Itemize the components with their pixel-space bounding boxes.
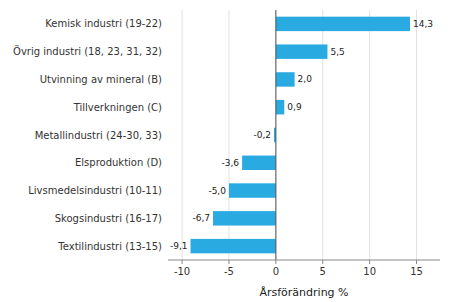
data-label: 2,0 xyxy=(298,74,313,84)
data-labels: -9,1 -6,7 -5,0 -3,6 -0,2 0,9 2,0 5,5 14,3 xyxy=(170,19,433,251)
x-axis-line xyxy=(168,260,440,261)
category-label: Skogsindustri (16-17) xyxy=(55,213,162,224)
bar xyxy=(276,17,410,31)
bar xyxy=(191,239,276,253)
data-label: 14,3 xyxy=(413,19,433,29)
x-tick xyxy=(228,260,229,264)
x-tick xyxy=(322,260,323,264)
x-axis: -10 -5 0 5 10 15 xyxy=(174,260,423,277)
grid-line xyxy=(182,10,183,260)
data-label: -0,2 xyxy=(253,130,271,140)
x-axis-label: Årsförändring % xyxy=(259,286,348,299)
category-label: Utvinning av mineral (B) xyxy=(40,74,162,85)
category-label: Livsmedelsindustri (10-11) xyxy=(28,185,162,196)
bar xyxy=(213,211,276,225)
data-label: -3,6 xyxy=(222,158,240,168)
bar xyxy=(276,100,284,114)
bar xyxy=(276,72,295,86)
x-tick xyxy=(416,260,417,264)
x-tick-label: 0 xyxy=(273,266,279,277)
grid-line xyxy=(369,10,370,260)
category-label: Kemisk industri (19-22) xyxy=(45,18,162,29)
category-label: Övrig industri (18, 23, 31, 32) xyxy=(13,45,162,57)
category-label: Elsproduktion (D) xyxy=(75,157,162,168)
data-label: 0,9 xyxy=(287,102,302,112)
x-tick-label: -5 xyxy=(224,266,234,277)
data-label: -9,1 xyxy=(170,241,188,251)
grid-line xyxy=(275,10,276,260)
bars xyxy=(191,17,410,254)
data-label: -5,0 xyxy=(208,186,226,196)
bar xyxy=(276,44,328,58)
x-tick-label: 15 xyxy=(410,266,423,277)
category-label: Metallindustri (24-30, 33) xyxy=(35,130,162,141)
bar xyxy=(242,156,276,170)
x-tick-label: 10 xyxy=(363,266,376,277)
x-tick xyxy=(369,260,370,264)
bar xyxy=(229,183,276,197)
y-axis: Textilindustri (13-15) Skogsindustri (16-… xyxy=(13,18,162,251)
category-label: Tillverkningen (C) xyxy=(73,102,162,113)
data-label: -6,7 xyxy=(192,213,210,223)
category-label: Textilindustri (13-15) xyxy=(57,241,162,252)
x-tick-label: -10 xyxy=(174,266,190,277)
grid-line xyxy=(416,10,417,260)
zero-line xyxy=(275,10,276,260)
grid xyxy=(182,10,416,260)
x-tick-label: 5 xyxy=(320,266,326,277)
chart: -10 -5 0 5 10 15 Årsförändring % Textilindustri… xyxy=(0,0,454,302)
x-tick xyxy=(275,260,276,264)
x-tick xyxy=(182,260,183,264)
data-label: 5,5 xyxy=(330,47,344,57)
